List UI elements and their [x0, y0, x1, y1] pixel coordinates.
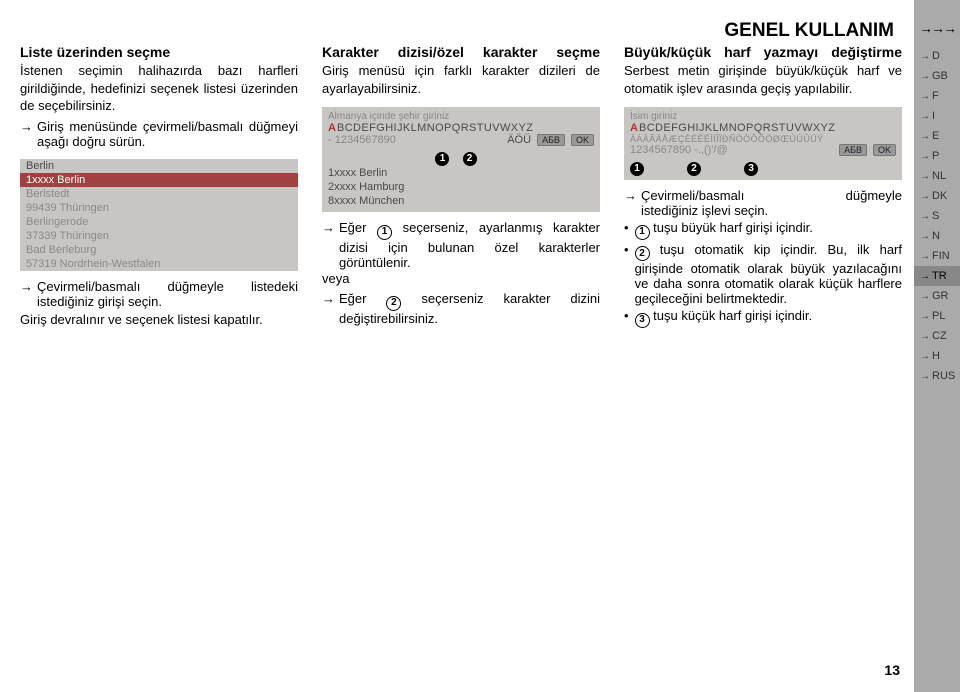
sidebar-item[interactable]: →CZ — [914, 326, 960, 346]
text: düğmeyle — [846, 188, 902, 203]
text: Çevirmeli/basmalı — [641, 188, 744, 203]
col3-kb-image: İsim giriniz ABCDEFGHIJKLMNOPQRSTUVWXYZ … — [624, 107, 902, 180]
inline-callout-1: 1 — [635, 225, 650, 240]
list-row: 57319 Nordrhein-Westfalen — [20, 257, 298, 271]
list-row: Bad Berleburg — [20, 243, 298, 257]
kb-result: 8xxxx München — [328, 194, 594, 208]
col2-title: Karakter dizisi/özel karakter seçme — [322, 44, 600, 60]
sidebar-item[interactable]: →N — [914, 226, 960, 246]
arrow-icon: → — [20, 119, 33, 149]
col1-title: Liste üzerinden seçme — [20, 44, 298, 60]
kb-line: - 1234567890 — [328, 134, 396, 146]
sidebar-item[interactable]: →P — [914, 146, 960, 166]
inline-callout-2: 2 — [386, 296, 401, 311]
kb-btn: АБВ — [839, 144, 867, 156]
inline-callout-2: 2 — [635, 246, 650, 261]
sidebar-item[interactable]: →DK — [914, 186, 960, 206]
sidebar-item[interactable]: →NL — [914, 166, 960, 186]
col3-b2: 2 tuşu otomatik kip içindir. Bu, ilk har… — [635, 242, 902, 307]
callout-1: 1 — [630, 162, 644, 176]
sidebar-item[interactable]: →F — [914, 86, 960, 106]
col2-p4: Eğer 2 seçerseniz karakter dizini değişt… — [339, 291, 600, 326]
col1-p1: İstenen seçimin halihazırda bazı harfler… — [20, 62, 298, 115]
arrow-icon: → — [624, 188, 637, 218]
sidebar: →→→ →D →GB →F →I →E →P →NL →DK →S →N →FI… — [914, 0, 960, 692]
sidebar-item[interactable]: →PL — [914, 306, 960, 326]
sidebar-item[interactable]: →GB — [914, 66, 960, 86]
bullet: • — [624, 308, 629, 328]
col2-p3: veya — [322, 270, 600, 288]
callout-1: 1 — [435, 152, 449, 166]
kb-line: ÄÖÜ — [507, 134, 531, 146]
kb-result: 2xxxx Hamburg — [328, 180, 594, 194]
list-row: 37339 Thüringen — [20, 229, 298, 243]
kb-btn: OK — [571, 134, 594, 146]
text: tuşu otomatik kip içindir. Bu, ilk harf … — [635, 242, 902, 307]
inline-callout-1: 1 — [377, 225, 392, 240]
sidebar-item[interactable]: →S — [914, 206, 960, 226]
sidebar-item[interactable]: →RUS — [914, 366, 960, 386]
text: Eğer — [339, 220, 377, 235]
callout-2: 2 — [687, 162, 701, 176]
col3-p2: Çevirmeli/basmalı düğmeyle istediğiniz iş… — [641, 188, 902, 218]
sidebar-item[interactable]: →FIN — [914, 246, 960, 266]
sidebar-item-active[interactable]: →TR — [914, 266, 960, 286]
callout-3: 3 — [744, 162, 758, 176]
col3-b1: 1 tuşu büyük harf girişi içindir. — [635, 220, 902, 240]
text: tuşu büyük harf girişi içindir. — [650, 220, 813, 235]
list-row: Berlingerode — [20, 215, 298, 229]
page-header: GENEL KULLANIM — [20, 20, 902, 42]
text: istediğiniz işlevi seçin. — [641, 203, 768, 218]
list-row: Berlin — [20, 159, 298, 173]
sidebar-item[interactable]: →D — [914, 46, 960, 66]
kb-btn: OK — [873, 144, 896, 156]
kb-line: 1234567890 -.,()'/@ — [630, 144, 728, 156]
kb-result: 1xxxx Berlin — [328, 166, 594, 180]
col3-b3: 3 tuşu küçük harf girişi içindir. — [635, 308, 902, 328]
sidebar-item[interactable]: →E — [914, 126, 960, 146]
list-row: Berlstedt — [20, 187, 298, 201]
col1-p2: Giriş menüsünde çevirmeli/basmalı düğmey… — [37, 119, 298, 149]
sidebar-item[interactable]: →GR — [914, 286, 960, 306]
sidebar-item[interactable]: →H — [914, 346, 960, 366]
col2-p1: Giriş menüsü için farklı karakter dizile… — [322, 62, 600, 97]
col2-p2: Eğer 1 seçerseniz, ayarlanmış karakter d… — [339, 220, 600, 270]
kb-letter-a: A — [630, 122, 638, 134]
col3-title: Büyük/küçük harf yazmayı değiştirme — [624, 44, 902, 60]
col1-p3: Çevirmeli/basmalı düğmeyle listedeki ist… — [37, 279, 298, 309]
kb-header: Almanya içinde şehir giriniz — [328, 111, 594, 122]
arrow-icon: → — [20, 279, 33, 309]
col1-p4: Giriş devralınır ve seçenek listesi kapa… — [20, 311, 298, 329]
kb-letter-a: A — [328, 122, 336, 134]
list-row-selected: 1xxxx Berlin — [20, 173, 298, 187]
col3-p1: Serbest metin girişinde büyük/küçük harf… — [624, 62, 902, 97]
sidebar-item[interactable]: →I — [914, 106, 960, 126]
text: Eğer — [339, 291, 386, 306]
list-row: 99439 Thüringen — [20, 201, 298, 215]
bullet: • — [624, 242, 629, 307]
col1-list-image: Berlin 1xxxx Berlin Berlstedt 99439 Thür… — [20, 159, 298, 271]
callout-2: 2 — [463, 152, 477, 166]
text: tuşu küçük harf girişi içindir. — [650, 308, 813, 323]
kb-btn: АБВ — [537, 134, 565, 146]
kb-line: BCDEFGHIJKLMNOPQRSTUVWXYZ — [639, 122, 835, 134]
inline-callout-3: 3 — [635, 313, 650, 328]
kb-line: ÀÁÂÃÄÅÆÇÈÉÊËÌÍÎÏÐÑÒÓÔÕÖØŒÙÚÛÜÝ — [630, 134, 896, 144]
arrow-icon: → — [322, 291, 335, 326]
kb-line: BCDEFGHIJKLMNOPQRSTUVWXYZ — [337, 122, 533, 134]
sidebar-arrows: →→→ — [914, 10, 960, 46]
col2-kb-image: Almanya içinde şehir giriniz ABCDEFGHIJK… — [322, 107, 600, 212]
arrow-icon: → — [322, 220, 335, 270]
bullet: • — [624, 220, 629, 240]
kb-header: İsim giriniz — [630, 111, 896, 122]
page-number: 13 — [884, 662, 900, 678]
